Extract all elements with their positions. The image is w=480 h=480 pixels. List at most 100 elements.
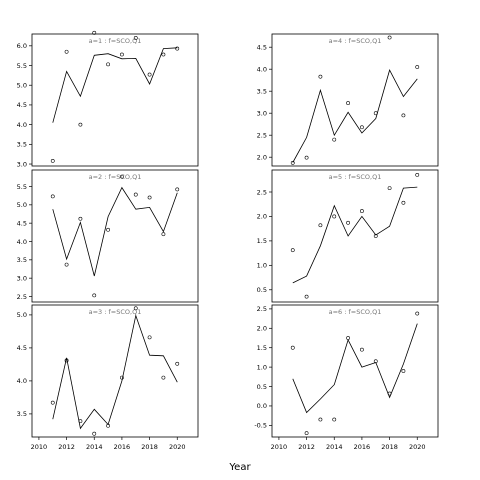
panel-6-y-tick-label: 1.5 xyxy=(257,344,267,352)
panel-6-series-line xyxy=(292,323,418,414)
panel-4-y-tick-label: 1.0 xyxy=(257,262,267,270)
panel-5-data-point xyxy=(175,361,180,366)
panel-4-y-tick-label: 0.5 xyxy=(257,286,267,294)
panel-3-data-point xyxy=(120,174,124,179)
panel-6-y-tick-label: 0.0 xyxy=(257,402,267,410)
panel-3-y-tick-label: 3.0 xyxy=(17,274,27,282)
panel-3-y-tick-label: 4.5 xyxy=(17,219,27,227)
panel-6-x-tick-label: 2014 xyxy=(326,443,343,451)
panel-2: a=4 : f=SCO,Q1 2.0 2.5 3.0 3.5 4.0 4.5 xyxy=(257,33,439,167)
panel-5-y-tick-label: 3.5 xyxy=(17,410,27,418)
panel-4-data-point xyxy=(415,172,420,177)
panel-2-data-point xyxy=(290,161,295,165)
panel-4-data-point xyxy=(290,248,295,253)
panel-3-y-tick-label: 2.5 xyxy=(17,293,27,301)
panel-1-y-tick-label: 3.0 xyxy=(17,160,27,168)
panel-2-y-tick-label: 3.5 xyxy=(257,88,267,96)
panel-1-data-point xyxy=(106,62,110,67)
panel-1-data-point xyxy=(120,52,124,57)
panel-6-title: a=6 : f=SCO,Q1 xyxy=(329,308,382,316)
panel-4-data-point xyxy=(304,294,309,299)
panel-1-data-point xyxy=(78,122,83,127)
panel-2-y-tick-label: 2.5 xyxy=(257,132,267,140)
panel-6-data-point xyxy=(332,417,337,422)
panel-2-data-point xyxy=(387,35,392,40)
panel-5-data-point xyxy=(147,335,152,340)
panel-3-data-point xyxy=(92,293,97,298)
panel-5-data-point xyxy=(161,375,166,380)
panel-6-x-tick-label: 2018 xyxy=(381,443,398,451)
panel-5-y-tick-label: 5.0 xyxy=(17,311,27,319)
panel-4-title: a=5 : f=SCO,Q1 xyxy=(329,173,382,181)
panel-2-frame xyxy=(271,33,439,167)
panel-3-frame xyxy=(31,169,199,303)
panel-5-frame xyxy=(31,304,199,438)
panel-1-data-point xyxy=(50,158,55,163)
panel-4-y-tick-label: 1.5 xyxy=(257,237,267,245)
panel-5-x-tick-label: 2016 xyxy=(114,443,131,451)
panel-1-y-tick-label: 5.5 xyxy=(17,62,27,70)
panel-4-y-tick-label: 2.0 xyxy=(257,213,267,221)
panel-2-data-point xyxy=(304,155,309,160)
panel-5-x-tick-label: 2012 xyxy=(58,443,75,451)
panel-5-data-point xyxy=(120,375,124,380)
panel-3-data-point xyxy=(133,192,138,197)
panel-5-x-tick-label: 2010 xyxy=(31,443,48,451)
panel-3-y-tick-label: 5.0 xyxy=(17,201,27,209)
panel-1-y-tick-label: 4.0 xyxy=(17,121,27,129)
panel-5-x-tick-label: 2020 xyxy=(169,443,186,451)
panel-6-y-tick-label: -0.5 xyxy=(254,422,267,430)
panel-6-data-point xyxy=(318,417,323,422)
panel-5-x-tick-label: 2014 xyxy=(86,443,103,451)
panel-6-data-point xyxy=(401,369,406,373)
panel-1-data-point xyxy=(147,72,152,77)
panel-1-series-line xyxy=(52,47,178,123)
panel-3-data-point xyxy=(78,216,83,221)
panel-5-data-point xyxy=(92,431,97,436)
panel-6-data-point xyxy=(415,311,420,316)
panel-3-data-point xyxy=(161,232,166,237)
panel-6-data-point xyxy=(346,336,350,340)
panel-3-data-point xyxy=(147,195,152,200)
panel-6-data-point xyxy=(387,391,392,396)
panel-1: a=1 : f=SCO,Q1 3.0 3.5 4.0 4.5 5.0 5.5 6.0 xyxy=(17,30,199,168)
panel-6: a=6 : f=SCO,Q1 -0.5 0.0 0.5 1.0 1.5 2.0 2.5 2010… xyxy=(254,304,439,451)
panel-3-data-point xyxy=(175,187,180,192)
panel-2-data-point xyxy=(360,125,364,130)
panel-3: a=2 : f=SCO,Q1 2.5 3.0 3.5 4.0 4.5 5.0 5.5 xyxy=(17,169,199,303)
panel-4-frame xyxy=(271,169,439,303)
panel-6-y-tick-label: 1.0 xyxy=(257,363,267,371)
panel-3-data-point xyxy=(64,262,69,267)
panel-6-y-tick-label: 2.0 xyxy=(257,325,267,333)
panel-2-data-point xyxy=(318,74,323,79)
panel-5-series-line xyxy=(52,314,178,430)
panel-5-data-point xyxy=(64,358,69,363)
panel-4-y-tick-label: 2.5 xyxy=(257,188,267,196)
panel-3-y-tick-label: 5.5 xyxy=(17,183,27,191)
panel-3-y-tick-label: 3.5 xyxy=(17,256,27,264)
panel-5-title: a=3 : f=SCO,Q1 xyxy=(89,308,142,316)
panel-2-title: a=4 : f=SCO,Q1 xyxy=(329,37,382,45)
panel-6-data-point xyxy=(373,359,378,364)
panel-1-title: a=1 : f=SCO,Q1 xyxy=(89,37,142,45)
panel-4-data-point xyxy=(373,234,378,238)
panel-5-data-point xyxy=(106,423,110,428)
panel-4: a=5 : f=SCO,Q1 0.5 1.0 1.5 2.0 2.5 xyxy=(257,169,439,303)
panel-6-x-tick-label: 2012 xyxy=(298,443,315,451)
panel-6-y-tick-label: 0.5 xyxy=(257,383,267,391)
panel-6-data-point xyxy=(360,347,364,352)
panel-5-y-tick-label: 4.5 xyxy=(17,344,27,352)
panel-4-series-line xyxy=(292,186,418,284)
panel-1-data-point xyxy=(175,46,180,51)
panel-6-x-tick-label: 2020 xyxy=(409,443,426,451)
panel-5: a=3 : f=SCO,Q1 3.5 4.0 4.5 5.0 2010 2012 2014 20… xyxy=(17,304,199,451)
panel-1-y-tick-label: 4.5 xyxy=(17,101,27,109)
panel-5-data-point xyxy=(78,419,83,424)
panel-1-data-point xyxy=(64,49,69,54)
panel-2-series-line xyxy=(292,69,418,163)
panel-5-x-tick-label: 2018 xyxy=(141,443,158,451)
panel-2-data-point xyxy=(332,137,337,142)
panel-6-y-tick-label: 2.5 xyxy=(257,305,267,313)
panel-2-data-point xyxy=(415,65,420,69)
panel-1-y-tick-label: 6.0 xyxy=(17,42,27,50)
